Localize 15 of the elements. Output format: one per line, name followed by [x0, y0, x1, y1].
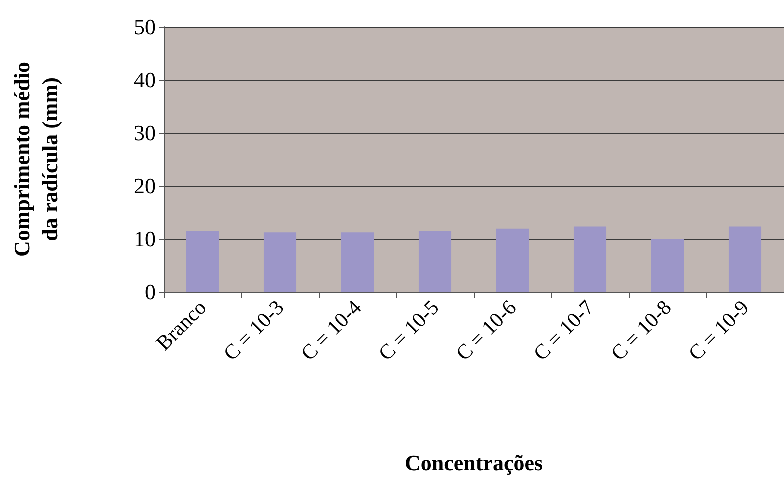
x-tick-label: C = 10-4 — [296, 295, 367, 366]
y-tick-label: 20 — [134, 174, 156, 198]
y-tick-label: 0 — [145, 280, 156, 304]
y-tick-label: 40 — [134, 68, 156, 92]
y-axis-title: Comprimento médio da radícula (mm) — [10, 62, 62, 257]
x-tick-label: C = 10-9 — [684, 296, 754, 366]
x-tick-label: C = 10-8 — [606, 296, 676, 366]
x-tick-label: C = 10-6 — [451, 296, 522, 366]
x-axis-title: Concentrações — [404, 450, 544, 476]
x-tick-label: C = 10-5 — [374, 296, 444, 366]
x-tick-label: C = 10-7 — [528, 296, 599, 366]
x-tick-label: C = 10-3 — [218, 296, 289, 366]
y-tick-label: 50 — [134, 14, 156, 40]
y-tick-label: 10 — [134, 226, 156, 252]
y-tick-label: 30 — [134, 120, 156, 146]
